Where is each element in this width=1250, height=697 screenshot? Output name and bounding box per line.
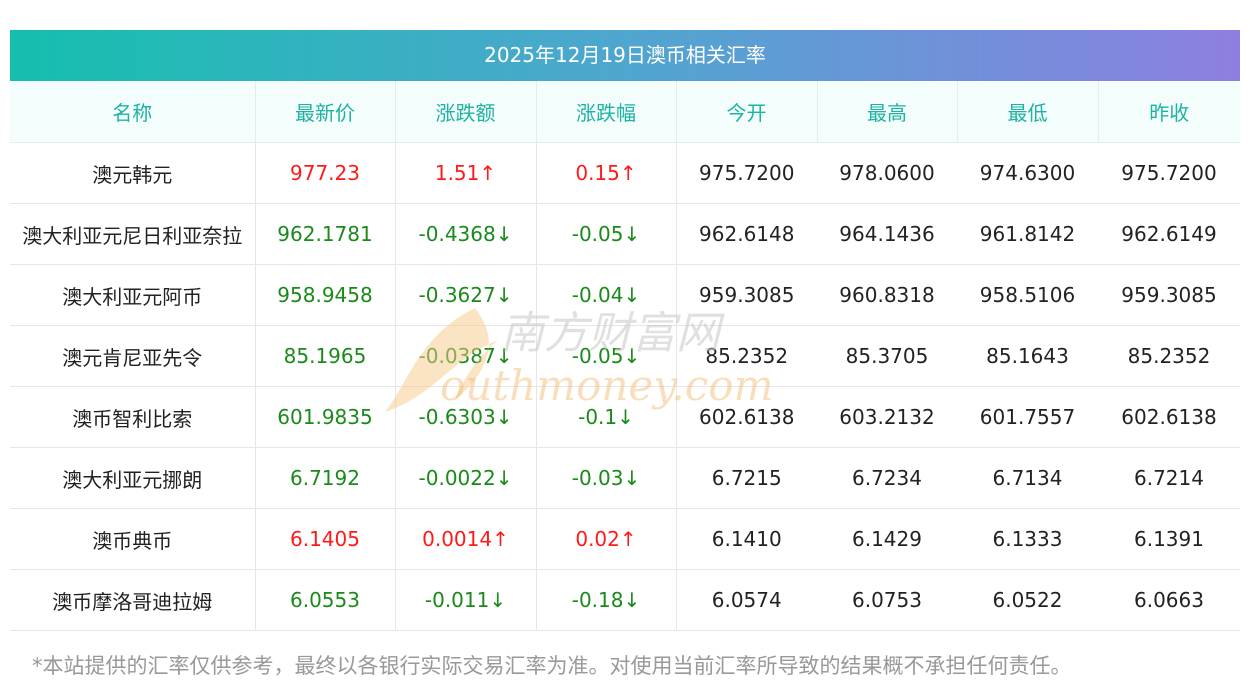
- cell-change-pct: 0.15↑: [536, 142, 677, 204]
- cell-high: 85.3705: [817, 325, 957, 387]
- cell-low: 974.6300: [957, 142, 1098, 204]
- cell-high: 6.0753: [817, 569, 957, 631]
- cell-latest: 962.1781: [255, 203, 396, 265]
- cell-high: 978.0600: [817, 142, 957, 204]
- cell-latest: 6.0553: [255, 569, 396, 631]
- cell-change: 1.51↑: [395, 142, 537, 204]
- cell-change-pct: -0.03↓: [536, 447, 677, 509]
- cell-name: 澳元韩元: [10, 142, 256, 204]
- cell-change: -0.6303↓: [395, 386, 537, 448]
- cell-latest: 85.1965: [255, 325, 396, 387]
- cell-latest: 977.23: [255, 142, 396, 204]
- header-change-pct: 涨跌幅: [536, 81, 677, 143]
- cell-prev-close: 959.3085: [1098, 264, 1240, 326]
- cell-high: 603.2132: [817, 386, 957, 448]
- cell-change: -0.4368↓: [395, 203, 537, 265]
- header-open: 今开: [676, 81, 818, 143]
- cell-prev-close: 85.2352: [1098, 325, 1240, 387]
- header-name: 名称: [10, 81, 256, 143]
- cell-prev-close: 6.0663: [1098, 569, 1240, 631]
- cell-change: -0.0387↓: [395, 325, 537, 387]
- cell-name: 澳币摩洛哥迪拉姆: [10, 569, 256, 631]
- cell-high: 964.1436: [817, 203, 957, 265]
- cell-name: 澳大利亚元阿币: [10, 264, 256, 326]
- cell-name: 澳大利亚元尼日利亚奈拉: [10, 203, 256, 265]
- cell-high: 6.1429: [817, 508, 957, 570]
- table-row: 澳元肯尼亚先令 85.1965 -0.0387↓ -0.05↓ 85.2352 85.37…: [10, 325, 1240, 387]
- cell-low: 601.7557: [957, 386, 1098, 448]
- table-title: 2025年12月19日澳币相关汇率: [10, 30, 1240, 81]
- cell-low: 6.0522: [957, 569, 1098, 631]
- cell-low: 958.5106: [957, 264, 1098, 326]
- table-header-row: 名称 最新价 涨跌额 涨跌幅 今开 最高 最低 昨收: [10, 81, 1240, 143]
- cell-latest: 6.7192: [255, 447, 396, 509]
- cell-prev-close: 975.7200: [1098, 142, 1240, 204]
- cell-change: -0.011↓: [395, 569, 537, 631]
- cell-name: 澳币智利比索: [10, 386, 256, 448]
- cell-open: 962.6148: [676, 203, 817, 265]
- cell-open: 6.1410: [676, 508, 817, 570]
- table-row: 澳币摩洛哥迪拉姆 6.0553 -0.011↓ -0.18↓ 6.0574 6.0753 6…: [10, 569, 1240, 631]
- cell-prev-close: 6.7214: [1098, 447, 1240, 509]
- cell-change-pct: -0.1↓: [536, 386, 677, 448]
- cell-high: 960.8318: [817, 264, 957, 326]
- exchange-rate-table: 名称 最新价 涨跌额 涨跌幅 今开 最高 最低 昨收 澳元韩元 977.23 1.5…: [10, 81, 1240, 631]
- cell-prev-close: 602.6138: [1098, 386, 1240, 448]
- header-prev-close: 昨收: [1098, 81, 1240, 143]
- cell-name: 澳币典币: [10, 508, 256, 570]
- table-row: 澳大利亚元挪朗 6.7192 -0.0022↓ -0.03↓ 6.7215 6.7234 6…: [10, 447, 1240, 509]
- cell-open: 602.6138: [676, 386, 817, 448]
- table-row: 澳大利亚元阿币 958.9458 -0.3627↓ -0.04↓ 959.3085 960…: [10, 264, 1240, 326]
- header-latest: 最新价: [255, 81, 396, 143]
- header-low: 最低: [957, 81, 1099, 143]
- cell-change: -0.0022↓: [395, 447, 537, 509]
- cell-prev-close: 962.6149: [1098, 203, 1240, 265]
- cell-open: 6.7215: [676, 447, 817, 509]
- cell-change-pct: -0.05↓: [536, 203, 677, 265]
- header-high: 最高: [817, 81, 958, 143]
- cell-change-pct: 0.02↑: [536, 508, 677, 570]
- cell-latest: 6.1405: [255, 508, 396, 570]
- cell-latest: 601.9835: [255, 386, 396, 448]
- cell-high: 6.7234: [817, 447, 957, 509]
- cell-change-pct: -0.18↓: [536, 569, 677, 631]
- cell-low: 6.7134: [957, 447, 1098, 509]
- cell-change: 0.0014↑: [395, 508, 537, 570]
- cell-open: 959.3085: [676, 264, 817, 326]
- disclaimer-text: *本站提供的汇率仅供参考，最终以各银行实际交易汇率为准。对使用当前汇率所导致的结…: [32, 654, 1072, 678]
- table-row: 澳币典币 6.1405 0.0014↑ 0.02↑ 6.1410 6.1429 6.1333…: [10, 508, 1240, 570]
- cell-change: -0.3627↓: [395, 264, 537, 326]
- cell-low: 85.1643: [957, 325, 1098, 387]
- header-change: 涨跌额: [395, 81, 537, 143]
- cell-change-pct: -0.04↓: [536, 264, 677, 326]
- table-row: 澳元韩元 977.23 1.51↑ 0.15↑ 975.7200 978.0600 974.…: [10, 142, 1240, 204]
- cell-low: 961.8142: [957, 203, 1098, 265]
- cell-name: 澳元肯尼亚先令: [10, 325, 256, 387]
- cell-open: 85.2352: [676, 325, 817, 387]
- cell-open: 6.0574: [676, 569, 817, 631]
- cell-name: 澳大利亚元挪朗: [10, 447, 256, 509]
- cell-change-pct: -0.05↓: [536, 325, 677, 387]
- table-row: 澳大利亚元尼日利亚奈拉 962.1781 -0.4368↓ -0.05↓ 962.614…: [10, 203, 1240, 265]
- cell-prev-close: 6.1391: [1098, 508, 1240, 570]
- cell-latest: 958.9458: [255, 264, 396, 326]
- exchange-rate-table-container: 2025年12月19日澳币相关汇率 名称 最新价 涨跌额 涨跌幅 今开 最高 最…: [10, 30, 1240, 631]
- cell-low: 6.1333: [957, 508, 1098, 570]
- cell-open: 975.7200: [676, 142, 817, 204]
- table-row: 澳币智利比索 601.9835 -0.6303↓ -0.1↓ 602.6138 603.2…: [10, 386, 1240, 448]
